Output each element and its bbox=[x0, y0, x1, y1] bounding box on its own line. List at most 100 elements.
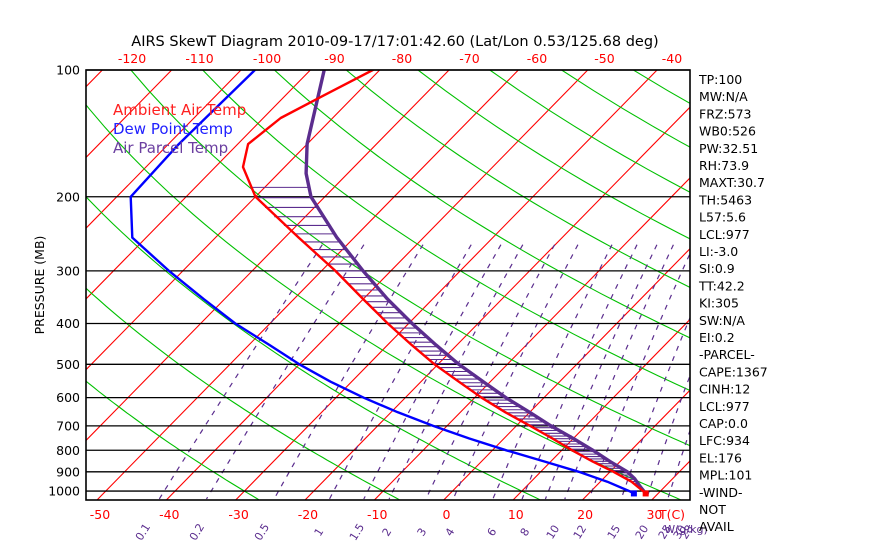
legend-parcel-label: Air Parcel Temp bbox=[113, 139, 228, 157]
pressure-tick-label: 600 bbox=[56, 390, 80, 405]
ambient-temp-curve-path bbox=[241, 70, 647, 495]
top-temp-tick-label: -120 bbox=[118, 51, 146, 66]
parcel-temp-curve bbox=[304, 70, 648, 496]
mixing-ratio-line bbox=[388, 244, 524, 500]
mixing-ratio-line bbox=[564, 244, 674, 500]
plot-frame bbox=[85, 69, 691, 501]
top-temp-tick-label: -60 bbox=[527, 51, 547, 66]
bottom-temp-tick-label: -20 bbox=[298, 507, 318, 522]
index-line: CAPE:1367 bbox=[699, 364, 768, 379]
index-line: LCL:977 bbox=[699, 227, 750, 242]
mixing-ratio-lines bbox=[158, 244, 690, 500]
pressure-tick-label: 500 bbox=[56, 357, 80, 372]
top-temp-tick-label: -90 bbox=[324, 51, 344, 66]
mixing-ratio-tick-label: 28 bbox=[678, 523, 696, 542]
dry-adiabat-line bbox=[130, 70, 690, 447]
top-temp-tick-label: -50 bbox=[594, 51, 614, 66]
index-line: TT:42.2 bbox=[698, 278, 745, 293]
index-line: AVAIL bbox=[699, 519, 734, 534]
isotherm-line bbox=[86, 70, 381, 371]
isotherm-line bbox=[235, 70, 658, 500]
parcel-temp-curve-path bbox=[304, 70, 648, 496]
index-line: CAP:0.0 bbox=[699, 416, 748, 431]
mixing-ratio-tick-label: 25 bbox=[656, 523, 674, 542]
bottom-temp-tick-label: 10 bbox=[508, 507, 524, 522]
cape-hatch-area bbox=[250, 186, 643, 491]
top-temp-tick-label: -80 bbox=[392, 51, 412, 66]
index-line: RH:73.9 bbox=[699, 158, 749, 173]
bottom-temp-tick-label: -30 bbox=[228, 507, 248, 522]
surface-ambient-marker bbox=[642, 490, 649, 497]
legend-ambient-label: Ambient Air Temp bbox=[113, 101, 246, 119]
isotherm-line bbox=[96, 70, 519, 500]
isotherm-line bbox=[512, 318, 690, 500]
top-temp-tick-label: -40 bbox=[662, 51, 682, 66]
dry-adiabat-line bbox=[86, 103, 681, 500]
mixing-ratio-axis-label: W(g/kg) bbox=[664, 523, 708, 536]
dewpoint-temp-curve bbox=[129, 70, 636, 495]
index-line: SW:N/A bbox=[699, 313, 745, 328]
mixing-ratio-tick-label: 20 bbox=[633, 523, 651, 542]
index-line: LCL:977 bbox=[699, 399, 750, 414]
index-line: MPL:101 bbox=[699, 468, 752, 483]
index-line: MW:N/A bbox=[699, 89, 748, 104]
dry-adiabat-lines bbox=[86, 70, 690, 500]
isotherm-line bbox=[581, 389, 690, 500]
index-line: L57:5.6 bbox=[699, 210, 746, 225]
mixing-ratio-tick-label: 15 bbox=[605, 523, 623, 542]
mixing-ratio-line bbox=[158, 244, 323, 500]
isotherm-line bbox=[86, 70, 173, 159]
dry-adiabat-line bbox=[202, 70, 690, 392]
index-line: NOT bbox=[699, 502, 726, 517]
dry-adiabat-line bbox=[86, 287, 400, 500]
index-line: SI:0.9 bbox=[699, 261, 735, 276]
bottom-temp-tick-label: 20 bbox=[577, 507, 593, 522]
pressure-axis: 100 200 300 400 500 600 700 800 900 1000 bbox=[48, 63, 80, 499]
dry-adiabat-line bbox=[86, 196, 541, 500]
index-line: WB0:526 bbox=[699, 124, 756, 139]
legend-dewpoint-label: Dew Point Temp bbox=[113, 120, 233, 138]
index-line: EL:176 bbox=[699, 450, 742, 465]
pressure-tick-label: 300 bbox=[56, 263, 80, 278]
mixing-ratio-tick-label: 30 bbox=[671, 523, 689, 542]
bottom-temp-tick-label: -40 bbox=[159, 507, 179, 522]
pressure-tick-label: 700 bbox=[56, 418, 80, 433]
dry-adiabat-line bbox=[86, 380, 260, 500]
index-line: KI:305 bbox=[699, 296, 739, 311]
mixing-ratio-line bbox=[205, 244, 365, 500]
index-line: -PARCEL- bbox=[699, 347, 755, 362]
top-temp-tick-label: -70 bbox=[459, 51, 479, 66]
mixing-ratio-line bbox=[273, 244, 424, 500]
index-line: -WIND- bbox=[699, 485, 743, 500]
chart-title: AIRS SkewT Diagram 2010-09-17/17:01:42.6… bbox=[131, 34, 658, 50]
bottom-temp-tick-label: 30 bbox=[646, 507, 662, 522]
mixing-ratio-line bbox=[452, 244, 579, 500]
mixing-ratio-tick-label: 10 bbox=[544, 523, 562, 542]
pressure-tick-label: 900 bbox=[56, 464, 80, 479]
index-line: LFC:934 bbox=[699, 433, 750, 448]
top-temp-tick-label: -110 bbox=[185, 51, 213, 66]
bottom-temp-tick-label: -10 bbox=[367, 507, 387, 522]
mixing-ratio-line bbox=[646, 374, 690, 500]
pressure-tick-label: 800 bbox=[56, 443, 80, 458]
index-panel: TP:100 MW:N/A FRZ:573 WB0:526 PW:32.51 RH:73.… bbox=[698, 72, 768, 534]
mixing-ratio-line bbox=[667, 428, 690, 500]
mixing-ratio-line bbox=[363, 244, 502, 500]
bottom-temp-tick-label: -50 bbox=[90, 507, 110, 522]
bottom-temperature-axis: -50 -40 -30 -20 -10 0 10 20 30 bbox=[90, 507, 663, 522]
isotherm-line bbox=[86, 70, 450, 442]
dewpoint-temp-curve-path bbox=[129, 70, 636, 495]
top-temp-tick-label: -100 bbox=[253, 51, 281, 66]
ambient-temp-curve bbox=[241, 70, 647, 495]
dry-adiabat-line bbox=[274, 70, 690, 339]
pressure-tick-label: 100 bbox=[56, 63, 80, 78]
pressure-tick-label: 400 bbox=[56, 316, 80, 331]
pressure-axis-label: PRESSURE (MB) bbox=[32, 236, 47, 335]
surface-dewpoint-marker bbox=[630, 490, 637, 497]
dry-adiabat-line bbox=[345, 70, 690, 288]
index-line: PW:32.51 bbox=[699, 141, 758, 156]
